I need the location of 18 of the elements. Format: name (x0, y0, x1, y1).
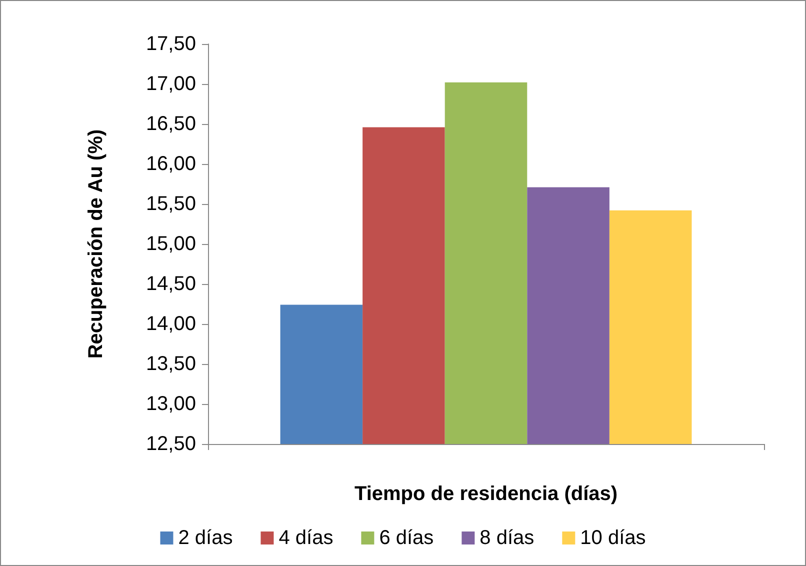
legend-label: 10 días (580, 527, 646, 549)
x-axis-title: Tiempo de residencia (días) (354, 483, 618, 505)
y-tick-label: 12,50 (146, 433, 196, 455)
legend-label: 4 días (278, 527, 334, 549)
y-tick-label: 15,00 (146, 233, 196, 255)
y-tick-label: 15,50 (146, 193, 196, 215)
y-tick-label: 13,00 (146, 393, 196, 415)
y-axis-title: Recuperación de Au (%) (85, 129, 107, 359)
y-tick-label: 13,50 (146, 353, 196, 375)
y-tick-label: 16,00 (146, 153, 196, 175)
legend-label: 8 días (480, 527, 534, 549)
y-tick-label: 17,50 (146, 33, 196, 55)
y-tick-label: 14,00 (146, 313, 196, 335)
y-tick-label: 16,50 (146, 113, 196, 135)
y-tick-label: 17,00 (146, 73, 196, 95)
y-tick-label: 14,50 (146, 273, 196, 295)
legend-label: 6 días (379, 527, 434, 549)
legend-label: 2 días (178, 527, 233, 549)
